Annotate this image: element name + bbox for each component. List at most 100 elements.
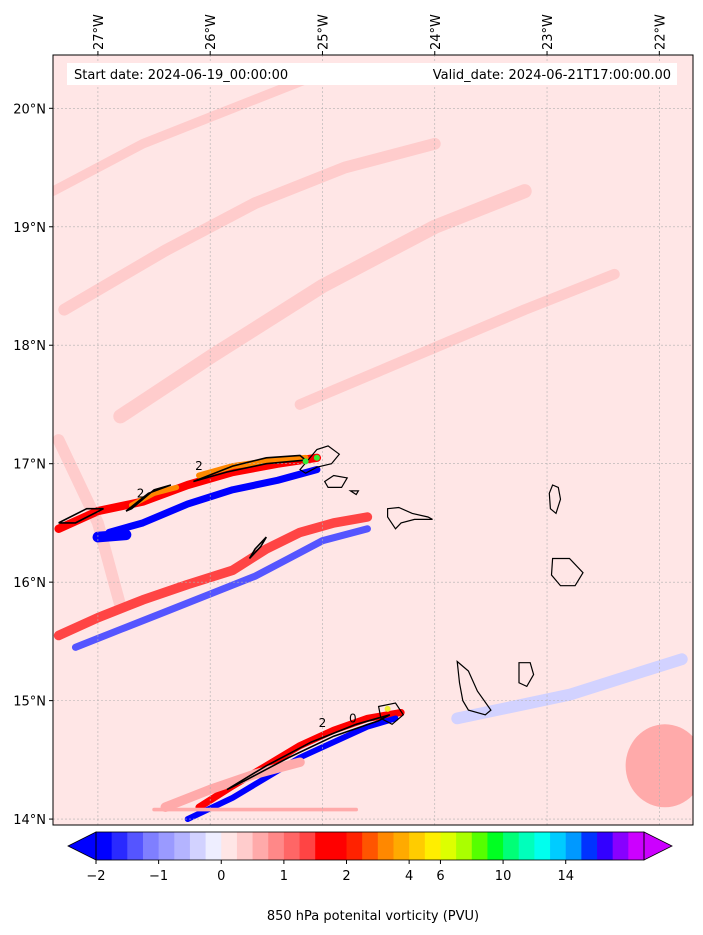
colorbar-cell [409,832,426,860]
colorbar-cell [299,832,316,860]
banner-background [67,63,677,85]
latitude-tick-label: 17°N [13,458,46,473]
valid-date-label: Valid_date: 2024-06-21T17:00:00.00 [433,68,671,83]
north-blue-blob [92,529,132,543]
colorbar-cell [221,832,238,860]
south-pink-wake [160,757,305,812]
north-contour-1 [58,507,104,524]
sao-nicolau-island [387,506,433,530]
contour-lines [58,454,391,791]
longitude-tick-label: 25°W [316,14,331,50]
colorbar-cell [565,832,582,860]
colorbar-ticks: −2 −1 0 1 2 4 6 10 14 [86,860,574,884]
colorbar-cell [393,832,410,860]
middle-contour [248,536,267,560]
green-spot-2 [313,454,320,461]
colorbar-tick-label: 14 [557,869,574,884]
colorbar-cell [534,832,551,860]
latitude-tick-label: 14°N [13,813,46,828]
colorbar-cell [205,832,222,860]
colorbar-cell [612,832,629,860]
map-area: 2 2 2 0 [53,55,693,825]
latitude-tick-label: 16°N [13,576,46,591]
latitude-ticks: 20°N 19°N 18°N 17°N 16°N 15°N 14°N [13,102,53,828]
longitude-tick-label: 22°W [653,14,668,50]
east-blue-band [451,653,688,725]
latitude-tick-label: 20°N [13,102,46,117]
contour-label: 2 [137,486,145,500]
middle-red-ridge [53,512,373,641]
longitude-tick-label: 23°W [541,14,556,50]
colorbar-cell [111,832,128,860]
middle-blue-trough [71,525,371,651]
colorbar-tick-label: 10 [495,869,512,884]
colorbar-cell [377,832,394,860]
colorbar-cell [158,832,175,860]
colorbar-cell [503,832,520,860]
santiago-island [456,660,492,716]
contour-label: 2 [195,459,203,473]
contour-labels: 2 2 2 0 [137,459,357,730]
start-date-label: Start date: 2024-06-19_00:00:00 [74,68,288,83]
sao-vicente-island [323,474,349,488]
north-contour-3 [193,454,308,483]
colorbar: −2 −1 0 1 2 4 6 10 14 [67,831,673,884]
colorbar-cell [471,832,488,860]
colorbar-cell [189,832,206,860]
latitude-tick-label: 15°N [13,695,46,710]
colorbar-cells [67,831,673,861]
latitude-tick-label: 18°N [13,339,46,354]
north-band-2 [58,137,441,316]
colorbar-cell [346,832,363,860]
colorbar-under-arrow [67,831,97,861]
colorbar-cell [315,832,332,860]
colorbar-cell [597,832,614,860]
colorbar-tick-label: −2 [86,869,105,884]
yellow-spot [384,705,391,712]
colorbar-tick-label: 0 [217,869,225,884]
santa-luzia-island [348,490,360,496]
colorbar-tick-label: 4 [405,869,413,884]
colorbar-tick-label: 6 [436,869,444,884]
highlight-markers [302,454,391,712]
longitude-tick-label: 24°W [429,14,444,50]
colorbar-cell [127,832,144,860]
longitude-ticks: 27°W 26°W 25°W 24°W 23°W 22°W [92,14,668,55]
map-frame [52,54,694,826]
colorbar-cell [424,832,441,860]
north-contour-2 [125,484,172,512]
colorbar-cell [96,832,113,860]
santo-antao-island [299,445,341,474]
north-band-4 [294,268,620,410]
colorbar-cell [330,832,347,860]
colorbar-cell [252,832,269,860]
colorbar-cell [487,832,504,860]
colorbar-cell [581,832,598,860]
contour-label: 2 [319,716,327,730]
colorbar-cell [236,832,253,860]
colorbar-tick-label: 1 [280,869,288,884]
southeast-blob [625,724,693,808]
colorbar-cell [518,832,535,860]
north-band-3 [113,184,532,424]
longitude-tick-label: 26°W [204,14,219,50]
date-banner: Start date: 2024-06-19_00:00:00 Valid_da… [67,63,677,85]
colorbar-cell [174,832,191,860]
colorbar-cell [440,832,457,860]
colorbar-tick-label: 2 [342,869,350,884]
west-band [53,434,127,612]
colorbar-cell [362,832,379,860]
latitude-tick-label: 19°N [13,221,46,236]
colorbar-frame [95,831,645,861]
south-contour [226,714,391,791]
colorbar-cell [283,832,300,860]
colorbar-tick-label: −1 [149,869,168,884]
fogo-island [377,702,405,726]
coastlines [299,445,584,726]
colorbar-cell [550,832,567,860]
green-spot-1 [302,458,309,465]
colorbar-cell [142,832,160,860]
colorbar-title: 850 hPa potenital vorticity (PVU) [267,909,479,924]
longitude-tick-label: 27°W [92,14,107,50]
